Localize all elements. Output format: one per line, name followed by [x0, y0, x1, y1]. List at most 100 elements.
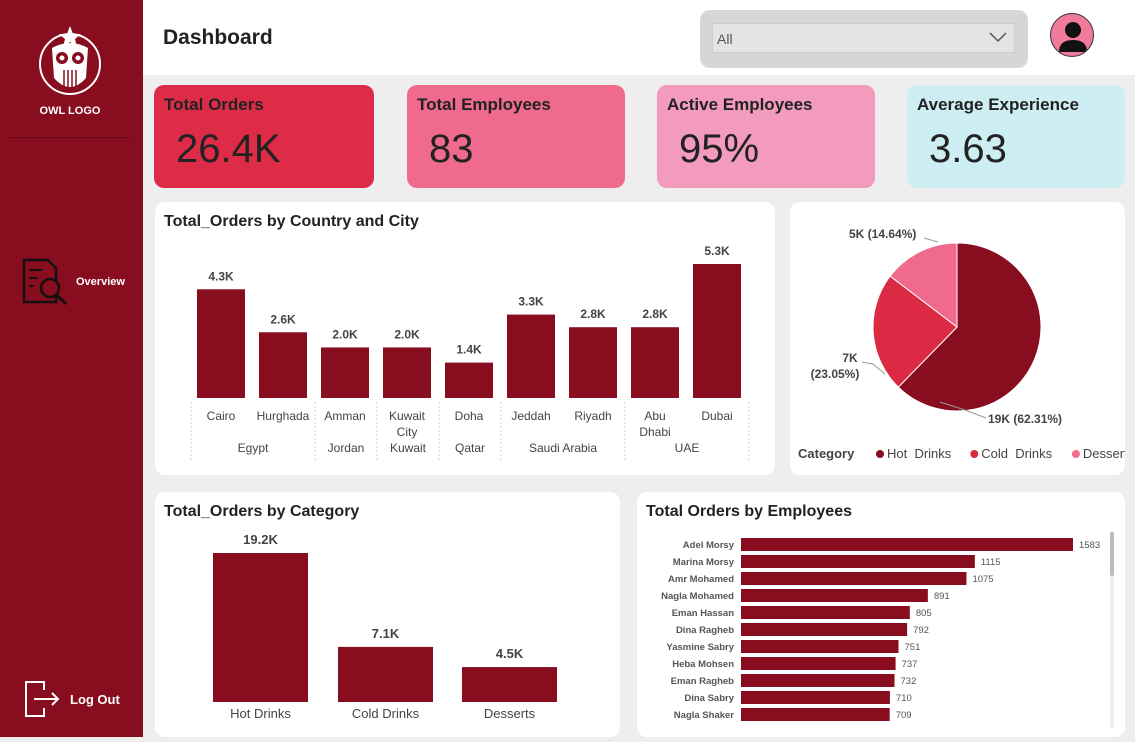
- filter-dropdown[interactable]: All: [712, 23, 1015, 53]
- y-tick-label: Nagla Shaker: [674, 710, 734, 721]
- legend-item: Desserts: [1083, 446, 1125, 461]
- data-label: 3.3K: [518, 295, 544, 309]
- y-tick-label: Adel Morsy: [683, 540, 735, 551]
- slice-label: (23.05%): [811, 367, 860, 381]
- slice-label: 7K: [842, 351, 858, 365]
- x-tick-label: Cairo: [207, 409, 236, 423]
- group-label: Saudi Arabia: [529, 441, 597, 455]
- data-label: 1583: [1079, 540, 1100, 551]
- data-label: 2.0K: [332, 327, 358, 341]
- kpi-total-employees: Total Employees 83: [407, 85, 625, 188]
- bar: [631, 327, 679, 398]
- y-tick-label: Eman Ragheb: [671, 676, 735, 687]
- pie-slice: [889, 242, 958, 329]
- bar: [741, 606, 910, 619]
- legend-marker: [1071, 450, 1080, 458]
- employees-chart-card: Total Orders by Employees Adel Morsy 1583…: [637, 492, 1125, 737]
- data-label: 805: [916, 608, 932, 619]
- data-label: 7.1K: [372, 626, 400, 641]
- y-tick-label: Dina Ragheb: [676, 625, 734, 636]
- x-tick-label: Kuwait: [389, 409, 426, 423]
- sidebar-divider: [10, 137, 130, 138]
- bar: [213, 553, 308, 702]
- report-search-icon: [22, 258, 68, 306]
- chart-title: Total_Orders by Country and City: [164, 213, 419, 230]
- bar: [321, 347, 369, 398]
- data-label: 2.6K: [270, 312, 296, 326]
- chart-title: Total_Orders by Category: [164, 503, 360, 520]
- bar: [383, 347, 431, 398]
- kpi-value: 95%: [679, 127, 760, 171]
- bar: [741, 572, 967, 585]
- category-pie-chart: 19K (62.31%) 7K (23.05%) 5K (14.64%) Categor…: [798, 227, 1135, 461]
- bar: [741, 657, 896, 670]
- x-tick-label: Hurghada: [257, 409, 310, 423]
- header: Dashboard All: [143, 0, 1135, 75]
- pie-slice: [897, 242, 1042, 412]
- legend-item: Hot Drinks: [887, 446, 952, 461]
- slice-label: 19K (62.31%): [988, 412, 1062, 426]
- bar: [741, 589, 928, 602]
- leader-line: [861, 361, 886, 375]
- kpi-label: Average Experience: [917, 95, 1079, 114]
- bar: [741, 538, 1073, 551]
- y-tick-label: Eman Hassan: [672, 608, 735, 619]
- category-bar-chart: 19.2K Hot Drinks 7.1K Cold Drinks 4.5K Desser…: [213, 532, 557, 721]
- country-city-chart-card: Total_Orders by Country and City 4.3K Cai…: [155, 202, 775, 475]
- y-tick-label: Dina Sabry: [684, 693, 734, 704]
- data-label: 2.0K: [394, 327, 420, 341]
- data-label: 2.8K: [580, 307, 606, 321]
- slice-label: 5K (14.64%): [849, 227, 916, 241]
- data-label: 710: [896, 693, 912, 704]
- group-label: Qatar: [455, 441, 485, 455]
- x-tick-label: Riyadh: [574, 409, 611, 423]
- kpi-label: Active Employees: [667, 95, 813, 114]
- chevron-down-icon: [989, 32, 1007, 43]
- data-label: 19.2K: [243, 532, 278, 547]
- kpi-value: 3.63: [929, 127, 1007, 171]
- scrollbar-thumb[interactable]: [1110, 532, 1114, 576]
- logo-text: OWL LOGO: [39, 105, 101, 117]
- data-label: 751: [905, 642, 921, 653]
- bar: [741, 691, 890, 704]
- nav-overview-label: Overview: [76, 276, 125, 288]
- bar: [741, 640, 899, 653]
- bar: [693, 264, 741, 398]
- bar: [569, 327, 617, 398]
- logout-button[interactable]: Log Out: [24, 680, 120, 718]
- user-icon: [1059, 22, 1087, 52]
- legend-item: Cold Drinks: [981, 446, 1052, 461]
- data-label: 709: [896, 710, 912, 721]
- group-label: UAE: [675, 441, 700, 455]
- logout-icon: [25, 681, 60, 717]
- x-tick-label: Amman: [324, 409, 365, 423]
- data-label: 732: [901, 676, 917, 687]
- legend-title: Category: [798, 446, 855, 461]
- logout-label: Log Out: [70, 691, 120, 707]
- user-avatar[interactable]: [1050, 13, 1094, 57]
- bar: [445, 362, 493, 398]
- sidebar: OWL LOGO Overview Log Out: [0, 0, 143, 737]
- filter-value: All: [717, 31, 733, 47]
- x-tick-label: Hot Drinks: [230, 706, 291, 721]
- bar: [741, 555, 975, 568]
- bar: [338, 646, 433, 702]
- x-tick-label: City: [397, 425, 418, 439]
- y-tick-label: Marina Morsy: [673, 557, 735, 568]
- group-label: Jordan: [328, 441, 365, 455]
- bar: [741, 623, 908, 636]
- bar: [462, 667, 557, 702]
- group-label: Kuwait: [390, 441, 427, 455]
- data-label: 4.3K: [208, 269, 234, 283]
- scrollbar-track: [1110, 532, 1114, 728]
- kpi-value: 26.4K: [176, 127, 281, 171]
- x-tick-label: Desserts: [484, 706, 536, 721]
- x-tick-label: Dubai: [701, 409, 732, 423]
- data-label: 2.8K: [642, 307, 668, 321]
- leader-line: [923, 237, 939, 243]
- kpi-active-employees: Active Employees 95%: [657, 85, 875, 188]
- x-tick-label: Jeddah: [511, 409, 550, 423]
- nav-overview[interactable]: Overview: [22, 258, 125, 306]
- bar: [197, 289, 245, 398]
- group-label: Egypt: [238, 441, 269, 455]
